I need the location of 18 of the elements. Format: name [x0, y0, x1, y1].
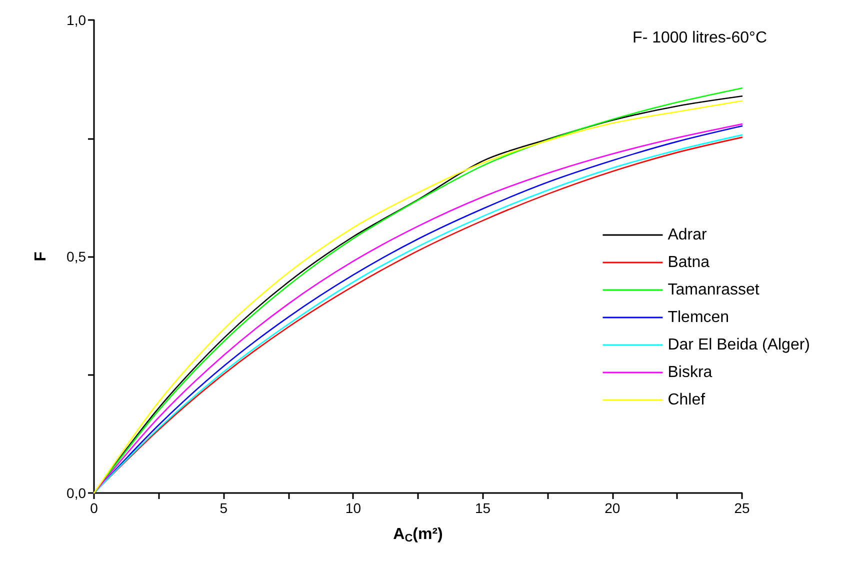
annotation: F- 1000 litres-60°C	[632, 30, 768, 46]
legend-label: Tlemcen	[668, 309, 730, 326]
x-tick-label: 25	[734, 500, 750, 516]
legend-label: Dar El Beida (Alger)	[668, 336, 810, 354]
x-tick-label: 5	[220, 500, 228, 516]
y-tick-label: 0,0	[66, 485, 86, 501]
x-tick-label: 10	[345, 500, 362, 516]
y-tick-label: 1,0	[66, 12, 86, 28]
y-tick-label: 0,5	[66, 248, 86, 264]
legend-label: Adrar	[668, 226, 708, 244]
legend-label: Chlef	[668, 392, 706, 408]
legend-label: Tamanrasset	[668, 282, 760, 298]
legend-label: Batna	[668, 254, 710, 271]
x-tick-label: 20	[604, 500, 620, 516]
legend-label: Biskra	[668, 364, 712, 381]
x-tick-label: 0	[90, 500, 98, 516]
x-tick-label: 15	[475, 500, 491, 516]
y-axis-title: F	[32, 251, 50, 262]
